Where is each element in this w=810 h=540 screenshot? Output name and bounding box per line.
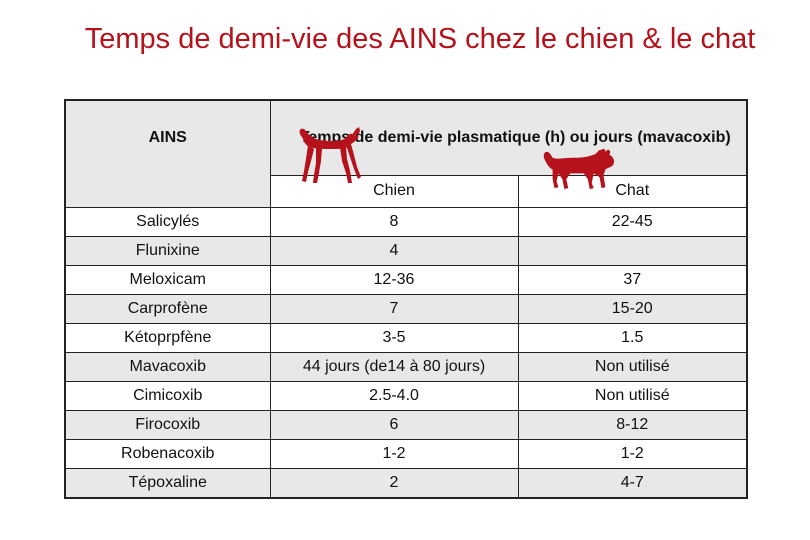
table-row: Firocoxib 6 8-12 <box>64 409 748 440</box>
header-chien: Chien <box>269 174 519 208</box>
cat-value-cell: 1-2 <box>517 438 748 469</box>
cat-value-cell: 4-7 <box>517 467 748 498</box>
table-row: Kétoprpfène 3-5 1.5 <box>64 322 748 353</box>
dog-value-cell: 6 <box>269 409 519 440</box>
drug-name-cell: Carprofène <box>64 293 271 324</box>
cat-value-cell: 8-12 <box>517 409 748 440</box>
dog-value-cell: 12-36 <box>269 264 519 295</box>
drug-name-cell: Flunixine <box>64 235 271 266</box>
header-ains: AINS <box>65 100 271 175</box>
table-row: Meloxicam 12-36 37 <box>64 264 748 295</box>
dog-silhouette-icon <box>299 127 361 183</box>
table-body: Salicylés 8 22-45 Flunixine 4 Meloxicam 12-36 3… <box>64 206 748 498</box>
cat-value-cell <box>517 235 748 266</box>
cat-value-cell: Non utilisé <box>517 351 748 382</box>
dog-value-cell: 2 <box>269 467 519 498</box>
drug-name-cell: Mavacoxib <box>64 351 271 382</box>
dog-value-cell: 4 <box>269 235 519 266</box>
header-ains-label: AINS <box>148 129 187 146</box>
cat-value-cell: 1.5 <box>517 322 748 353</box>
dog-value-cell: 44 jours (de14 à 80 jours) <box>269 351 519 382</box>
table-row: Salicylés 8 22-45 <box>64 206 748 237</box>
table-row: Robenacoxib 1-2 1-2 <box>64 438 748 469</box>
table-row: Flunixine 4 <box>64 235 748 266</box>
header-half-life-label: Temps de demi-vie plasmatique (h) ou jou… <box>299 129 731 147</box>
cat-silhouette-icon <box>543 148 615 190</box>
drug-name-cell: Robenacoxib <box>64 438 271 469</box>
drug-name-cell: Tépoxaline <box>64 467 271 498</box>
cat-value-cell: Non utilisé <box>517 380 748 411</box>
drug-name-cell: Cimicoxib <box>64 380 271 411</box>
page-title: Temps de demi-vie des AINS chez le chien… <box>84 23 756 55</box>
table-row: Carprofène 7 15-20 <box>64 293 748 324</box>
header-blank-cell <box>65 175 271 207</box>
cat-value-cell: 22-45 <box>517 206 748 237</box>
table-row: Cimicoxib 2.5-4.0 Non utilisé <box>64 380 748 411</box>
drug-name-cell: Salicylés <box>64 206 271 237</box>
drug-name-cell: Firocoxib <box>64 409 271 440</box>
half-life-table: AINS Temps de demi-vie plasmatique (h) o… <box>64 99 748 499</box>
dog-value-cell: 8 <box>269 206 519 237</box>
dog-value-cell: 2.5-4.0 <box>269 380 519 411</box>
cat-value-cell: 37 <box>517 264 748 295</box>
table-row: Tépoxaline 2 4-7 <box>64 467 748 498</box>
header-half-life: Temps de demi-vie plasmatique (h) ou jou… <box>270 100 747 176</box>
dog-value-cell: 3-5 <box>269 322 519 353</box>
dog-value-cell: 7 <box>269 293 519 324</box>
drug-name-cell: Meloxicam <box>64 264 271 295</box>
dog-value-cell: 1-2 <box>269 438 519 469</box>
cat-value-cell: 15-20 <box>517 293 748 324</box>
table-row: Mavacoxib 44 jours (de14 à 80 jours) Non u… <box>64 351 748 382</box>
drug-name-cell: Kétoprpfène <box>64 322 271 353</box>
